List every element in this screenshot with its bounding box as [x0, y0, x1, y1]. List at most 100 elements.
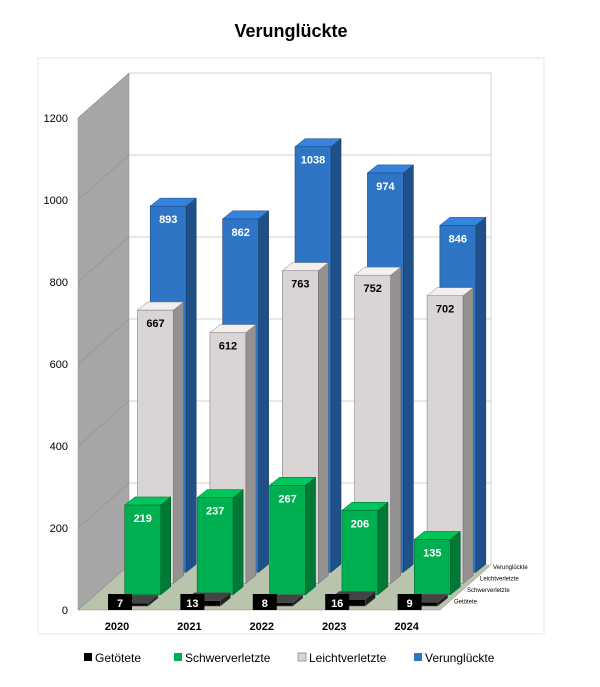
- bar-top: [268, 477, 317, 486]
- bar-top: [341, 502, 389, 511]
- legend-item: Schwerverletzte: [174, 651, 271, 665]
- bar-side: [305, 476, 316, 596]
- depth-label: Schwerverletzte: [467, 588, 510, 594]
- bar-front: [269, 484, 306, 596]
- y-tick-label: 200: [50, 523, 68, 535]
- data-label: 974: [376, 181, 395, 193]
- depth-label: Getötete: [454, 600, 478, 606]
- chart-title: Verunglückte: [234, 21, 347, 41]
- legend: Getötete Schwerverletzte Leichtverletzte Ve…: [84, 651, 495, 665]
- side-gridline: [77, 154, 130, 201]
- y-tick-label: 800: [50, 277, 68, 289]
- y-tick-label: 1000: [44, 195, 68, 207]
- bar-top: [281, 262, 330, 271]
- data-label: 9: [407, 598, 413, 610]
- bar-top: [353, 266, 402, 276]
- depth-axis: Verunglückte Leichtverletzte Schwerverletz…: [454, 565, 528, 606]
- bar-side: [377, 501, 389, 596]
- bar-top: [366, 164, 415, 174]
- bar: 9: [397, 593, 449, 610]
- data-label: 219: [134, 513, 152, 525]
- bar-side: [450, 530, 461, 596]
- x-tick-label: 2024: [394, 621, 419, 633]
- bar: 267: [268, 476, 317, 596]
- y-tick-label: 600: [50, 359, 68, 371]
- side-gridline: [77, 318, 130, 365]
- bar-front: [124, 504, 162, 596]
- x-tick-label: 2021: [177, 621, 201, 633]
- depth-label: Leichtverletzte: [480, 577, 519, 583]
- data-label: 237: [206, 506, 224, 518]
- bar: 135: [413, 530, 462, 596]
- x-tick-label: 2022: [250, 621, 274, 633]
- bar-side: [160, 496, 171, 596]
- legend-item: Getötete: [84, 651, 141, 665]
- bar-top: [196, 489, 244, 498]
- data-label: 267: [278, 493, 296, 505]
- bar: 13: [180, 592, 232, 610]
- data-label: 135: [423, 547, 441, 559]
- x-axis: 2020 2021 2022 2023 2024: [105, 621, 420, 633]
- data-label: 16: [331, 598, 343, 610]
- data-label-box: [397, 594, 422, 610]
- legend-swatch: [174, 653, 182, 661]
- bar-side: [330, 138, 342, 573]
- bar-side: [318, 262, 329, 585]
- data-label-box: [180, 594, 205, 610]
- data-label: 206: [351, 518, 369, 530]
- bar: 8: [252, 594, 304, 610]
- legend-label: Verunglückte: [425, 651, 495, 665]
- bar: 219: [124, 496, 172, 596]
- legend-swatch: [84, 653, 92, 661]
- depth-label: Verunglückte: [493, 565, 528, 571]
- data-label: 612: [219, 341, 237, 353]
- legend-label: Getötete: [95, 651, 141, 665]
- side-gridline: [77, 482, 130, 529]
- data-label: 846: [449, 233, 467, 245]
- data-label: 7: [117, 598, 123, 610]
- data-label: 862: [231, 227, 249, 239]
- bar: 206: [341, 501, 389, 596]
- data-label: 1038: [301, 155, 325, 167]
- bar-top: [294, 138, 342, 147]
- data-label: 752: [364, 283, 382, 295]
- bar-top: [149, 197, 197, 207]
- legend-item: Verunglückte: [414, 651, 495, 665]
- data-label: 13: [186, 598, 198, 610]
- bar: 7: [108, 594, 159, 610]
- bar-top: [136, 301, 185, 311]
- bar-side: [403, 164, 414, 573]
- bar-top: [209, 324, 257, 333]
- data-label: 8: [262, 598, 268, 610]
- bar-side: [475, 216, 487, 573]
- bar-top: [221, 210, 270, 220]
- legend-item: Leichtverletzte: [297, 651, 387, 665]
- y-tick-label: 400: [50, 441, 68, 453]
- x-tick-label: 2023: [322, 621, 346, 633]
- bar-side: [245, 324, 257, 585]
- legend-label: Leichtverletzte: [309, 651, 387, 665]
- data-label-box: [325, 594, 350, 610]
- bars: 893 862 1038 974 846 667 612 763 752 702 219 237 267…: [108, 138, 487, 610]
- bar-top: [413, 531, 462, 540]
- bar: 16: [325, 590, 376, 610]
- bar-side: [173, 301, 184, 585]
- bar-top: [426, 287, 474, 296]
- bar-side: [186, 197, 197, 573]
- y-tick-label: 0: [62, 605, 68, 617]
- side-gridline: [77, 72, 130, 119]
- data-label: 763: [291, 279, 309, 291]
- side-gridline: [77, 236, 130, 283]
- legend-swatch: [414, 653, 422, 661]
- data-label-box: [252, 594, 277, 610]
- legend-swatch: [297, 652, 307, 662]
- data-label: 667: [146, 318, 164, 330]
- data-label: 893: [159, 214, 177, 226]
- side-gridline: [77, 400, 130, 447]
- bar: 237: [196, 489, 244, 596]
- legend-label: Schwerverletzte: [185, 651, 271, 665]
- y-axis: 0 200 400 600 800 1000 1200: [44, 113, 68, 617]
- bar-side: [462, 287, 474, 585]
- data-label: 702: [436, 304, 454, 316]
